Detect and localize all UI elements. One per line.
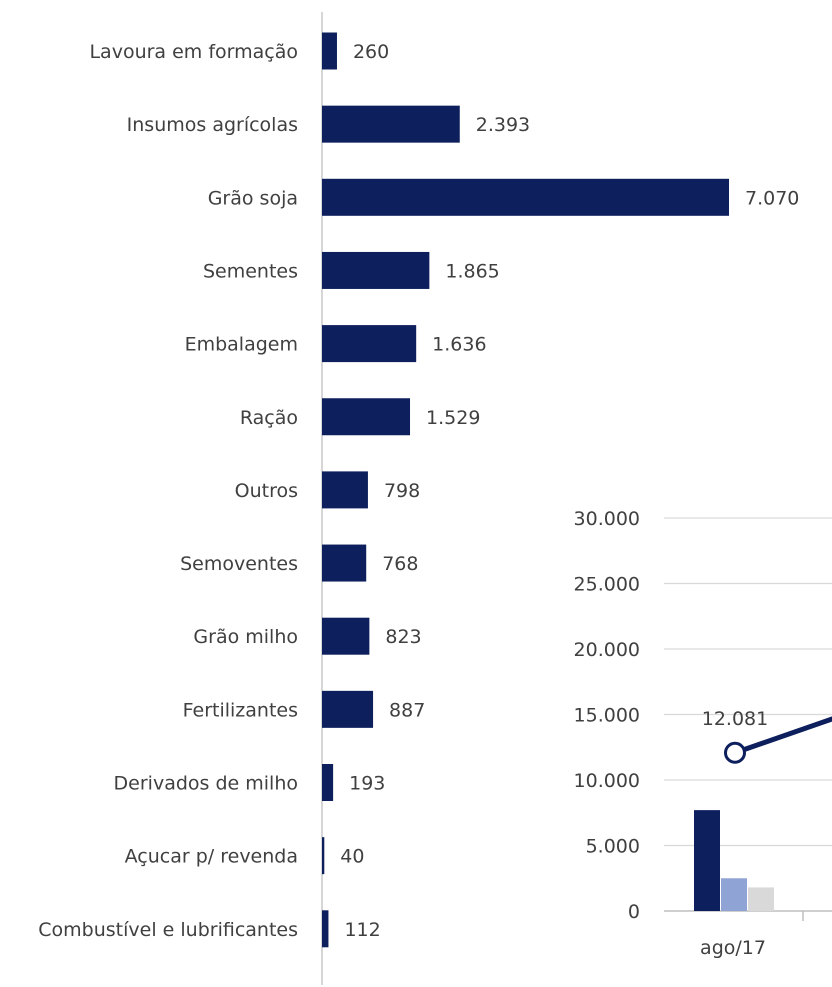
bar-value-label: 7.070 xyxy=(745,187,799,209)
line-point-marker xyxy=(724,741,746,764)
bar xyxy=(322,837,325,875)
bar xyxy=(721,878,747,911)
y-tick-label: 30.000 xyxy=(574,508,640,530)
category-label: Ração xyxy=(240,407,298,429)
bar xyxy=(322,105,460,143)
bar xyxy=(322,32,337,70)
y-tick-label: 0 xyxy=(628,901,640,923)
bar xyxy=(322,471,368,509)
category-label: Sementes xyxy=(203,260,298,282)
bar xyxy=(322,764,334,801)
bar xyxy=(322,178,729,216)
line-data-label: 12.081 xyxy=(702,708,768,730)
bar-value-label: 823 xyxy=(385,626,421,648)
category-label: Lavoura em formação xyxy=(89,41,298,63)
y-tick-label: 15.000 xyxy=(574,705,640,727)
bar xyxy=(322,398,411,436)
bar-value-label: 260 xyxy=(353,41,389,63)
category-label: Açucar p/ revenda xyxy=(125,846,298,868)
category-label: Outros xyxy=(235,480,298,502)
category-label: Combustível e lubrificantes xyxy=(38,919,298,941)
bar xyxy=(322,544,367,582)
bar-value-label: 798 xyxy=(384,480,420,502)
bar xyxy=(694,810,720,911)
bar-value-label: 887 xyxy=(389,699,425,721)
y-tick-label: 25.000 xyxy=(574,574,640,596)
bar xyxy=(322,251,430,289)
category-label: Semoventes xyxy=(180,553,298,575)
category-label: Insumos agrícolas xyxy=(127,114,298,136)
bar-value-label: 112 xyxy=(344,919,380,941)
y-tick-label: 20.000 xyxy=(574,639,640,661)
bar xyxy=(322,617,370,655)
bar-value-label: 1.636 xyxy=(432,334,486,356)
y-tick-label: 5.000 xyxy=(586,836,640,858)
category-label: Embalagem xyxy=(185,334,298,356)
bar-value-label: 40 xyxy=(340,846,364,868)
bar xyxy=(322,690,374,728)
horizontal-bar-chart: Lavoura em formação 260 Insumos agrícolas 2… xyxy=(38,12,799,985)
category-label: Derivados de milho xyxy=(114,773,298,795)
bar xyxy=(322,910,329,948)
y-tick-label: 10.000 xyxy=(574,770,640,792)
bar-value-label: 768 xyxy=(382,553,418,575)
bar-value-label: 1.865 xyxy=(445,260,499,282)
x-tick-label: ago/17 xyxy=(700,937,766,959)
bar-value-label: 193 xyxy=(349,773,385,795)
bar xyxy=(748,887,774,911)
category-label: Grão soja xyxy=(208,187,298,209)
category-label: Fertilizantes xyxy=(183,699,298,721)
bar-value-label: 2.393 xyxy=(476,114,530,136)
series-line xyxy=(734,716,832,756)
bar xyxy=(322,325,417,363)
bar-value-label: 1.529 xyxy=(426,407,480,429)
category-label: Grão milho xyxy=(193,626,298,648)
inset-bar-line-chart: 0 5.000 10.000 15.000 20.000 25.000 30.000 12.0… xyxy=(574,508,832,959)
